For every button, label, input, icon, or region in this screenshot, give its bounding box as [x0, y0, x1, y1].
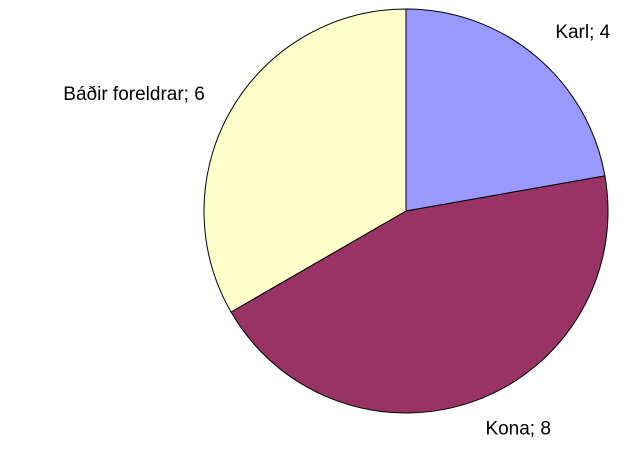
pie-slice [230, 175, 609, 414]
data-label: Karl; 4 [555, 22, 610, 43]
data-label: Báðir foreldrar; 6 [63, 84, 205, 105]
data-label: Kona; 8 [485, 418, 551, 439]
pie-slice [405, 8, 606, 212]
pie-slice [203, 8, 407, 313]
